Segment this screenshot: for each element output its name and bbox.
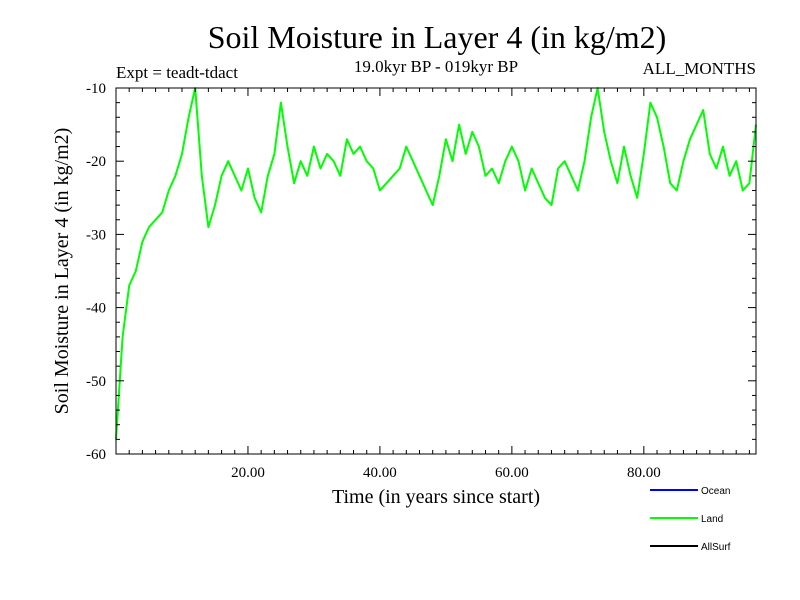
legend-label-ocean: Ocean	[701, 486, 730, 497]
y-tick-label: -50	[86, 374, 106, 390]
x-axis-label: Time (in years since start)	[332, 486, 540, 508]
legend: Ocean Land AllSurf	[650, 486, 731, 553]
plot-lines	[115, 87, 757, 440]
experiment-label: Expt = teadt-tdact	[116, 63, 238, 82]
legend-label-allsurf: AllSurf	[701, 542, 731, 553]
y-axis-label: Soil Moisture in Layer 4 (in kg/m2)	[51, 128, 73, 415]
x-tick-label: 20.00	[231, 465, 265, 481]
x-axis-ticks: 20.00 40.00 60.00 80.00	[128, 88, 750, 481]
series-line-land	[115, 87, 757, 440]
y-tick-label: -20	[86, 154, 106, 170]
time-range-label: 19.0kyr BP - 019kyr BP	[354, 57, 518, 76]
plot-frame	[115, 87, 757, 455]
y-tick-label: -40	[86, 301, 106, 317]
x-tick-label: 60.00	[495, 465, 529, 481]
y-tick-label: -30	[86, 227, 106, 243]
y-tick-label: -10	[86, 81, 106, 97]
x-tick-label: 40.00	[363, 465, 397, 481]
months-label: ALL_MONTHS	[643, 59, 756, 78]
y-axis-ticks: -60 -50 -40 -30 -20 -10	[86, 81, 756, 463]
y-tick-label: -60	[86, 447, 106, 463]
x-tick-label: 80.00	[627, 465, 661, 481]
chart-title: Soil Moisture in Layer 4 (in kg/m2)	[208, 19, 667, 55]
legend-label-land: Land	[701, 514, 723, 525]
